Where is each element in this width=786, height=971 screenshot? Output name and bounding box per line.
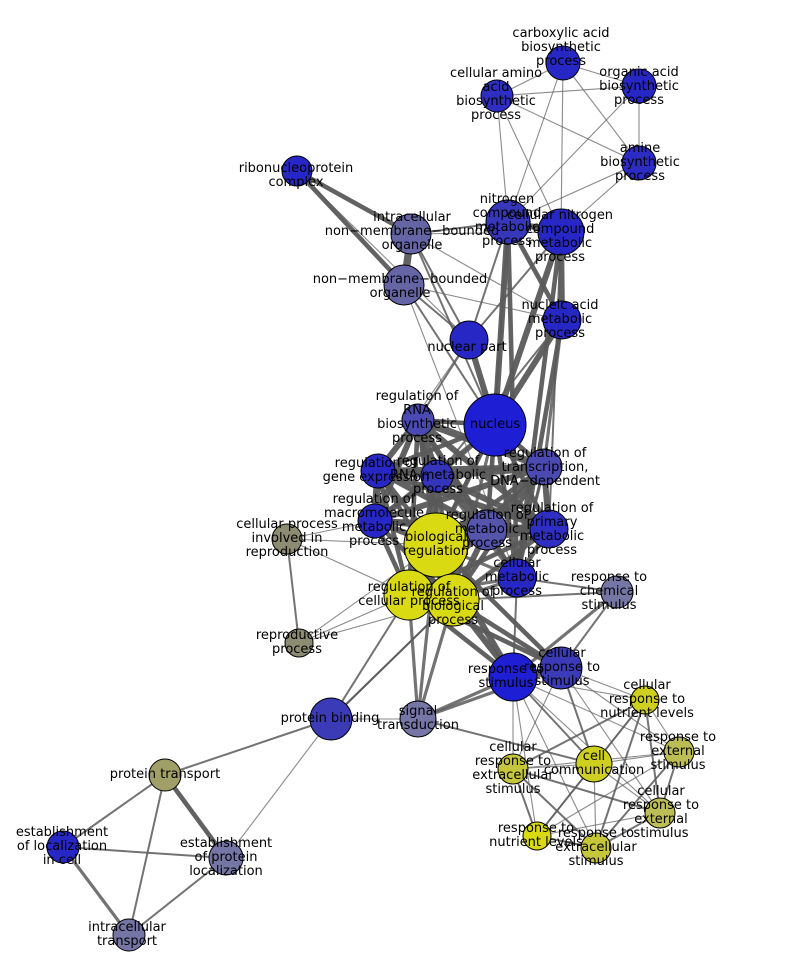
graph-node-nuclear-part[interactable] — [449, 320, 489, 360]
graph-node-regulation-of-primary-metabolic-process[interactable] — [529, 509, 569, 549]
graph-edge — [536, 751, 680, 837]
graph-node-non-membrane-bounded-organelle[interactable] — [383, 264, 425, 306]
graph-node-cell-communication[interactable] — [575, 745, 613, 783]
graph-node-cellular-response-to-stimulus[interactable] — [539, 646, 583, 690]
graph-node-intracellular-non-membrane-bounded-organelle[interactable] — [390, 213, 432, 255]
graph-node-nucleic-acid-metabolic-process[interactable] — [542, 300, 582, 340]
graph-node-cellular-response-to-extracellular-stimulus[interactable] — [497, 753, 529, 785]
graph-edge — [560, 667, 680, 753]
graph-node-nucleus[interactable] — [463, 393, 527, 457]
graph-edge — [61, 845, 131, 937]
graph-edge — [507, 85, 640, 223]
graph-edge — [128, 774, 166, 936]
graph-node-regulation-of-biological-process[interactable] — [426, 573, 480, 627]
graph-node-response-to-chemical-stimulus[interactable] — [600, 575, 634, 609]
graph-edge — [164, 718, 332, 776]
graph-edge — [286, 538, 300, 644]
graph-edge — [375, 468, 552, 532]
graph-edge — [542, 318, 564, 469]
nodes-layer — [46, 45, 695, 952]
graph-node-protein-transport[interactable] — [148, 758, 182, 792]
graph-node-response-to-external-stimulus[interactable] — [663, 736, 695, 768]
graph-node-intracellular-transport[interactable] — [112, 918, 146, 952]
graph-edge — [512, 699, 646, 770]
graph-node-cellular-response-to-external-stimulus[interactable] — [644, 797, 676, 829]
graph-edge — [512, 676, 597, 849]
graph-edge — [417, 718, 595, 765]
graph-node-protein-binding[interactable] — [309, 697, 353, 741]
graph-edge — [410, 233, 563, 321]
graph-node-regulation-of-rna-biosynthetic-process[interactable] — [401, 403, 435, 437]
graph-edge — [512, 768, 661, 814]
graph-edge — [512, 768, 597, 849]
graph-node-nitrogen-compound-metabolic-process[interactable] — [485, 199, 531, 245]
graph-edge — [492, 229, 564, 428]
graph-edge — [294, 168, 414, 237]
graph-edge — [296, 170, 470, 341]
graph-edge — [452, 591, 618, 601]
graph-edge — [496, 95, 562, 233]
graph-node-signal-transduction[interactable] — [399, 700, 437, 738]
edges-layer — [61, 62, 680, 937]
graph-node-reproductive-process[interactable] — [284, 628, 314, 658]
graph-edge — [375, 464, 547, 474]
graph-edge — [560, 62, 564, 233]
graph-edge — [644, 699, 661, 814]
graph-edge — [507, 162, 640, 223]
graph-edge — [62, 774, 166, 848]
graph-edge — [562, 62, 640, 164]
graph-node-biological-regulation[interactable] — [403, 512, 469, 578]
graph-edge — [128, 857, 227, 936]
graph-edge — [410, 231, 562, 235]
graph-node-regulation-of-macromolecule-metabolic-process[interactable] — [357, 503, 393, 539]
graph-node-regulation-of-rna-metabolic-process[interactable] — [420, 459, 454, 493]
graph-node-regulation-of-cellular-process[interactable] — [383, 569, 435, 621]
graph-edge — [294, 168, 407, 288]
graph-node-organic-acid-biosynthetic-process[interactable] — [621, 68, 657, 104]
graph-node-cellular-process-involved-in-reproduction[interactable] — [271, 523, 303, 555]
graph-edge — [512, 676, 538, 837]
graph-edge — [403, 284, 563, 321]
graph-node-carboxylic-acid-biosynthetic-process[interactable] — [545, 45, 581, 81]
graph-edge — [536, 812, 661, 837]
graph-node-cellular-amino-acid-biosynthetic-process[interactable] — [480, 79, 514, 113]
graph-node-amine-biosynthetic-process[interactable] — [621, 145, 657, 181]
graph-edge — [507, 62, 564, 223]
graph-node-regulation-of-metabolic-process[interactable] — [466, 509, 508, 551]
graph-edge — [560, 667, 661, 814]
graph-node-response-to-extracellular-stimulus[interactable] — [580, 832, 612, 864]
graph-node-regulation-of-transcription-dna-dependent[interactable] — [525, 448, 563, 486]
graph-node-ribonucleoprotein-complex[interactable] — [281, 155, 313, 187]
graph-edge — [330, 599, 454, 720]
graph-node-establishment-of-protein-localization[interactable] — [208, 840, 244, 876]
graph-edge — [512, 676, 680, 753]
graph-edge — [62, 846, 227, 859]
graph-edge — [375, 468, 490, 533]
graph-node-establishment-of-localization-in-cell[interactable] — [46, 830, 80, 864]
graph-node-response-to-nutrient-levels[interactable] — [522, 821, 552, 851]
graph-node-cellular-metabolic-process[interactable] — [497, 558, 537, 598]
graph-node-cellular-response-to-nutrient-levels[interactable] — [630, 685, 660, 715]
graph-edge — [496, 85, 640, 97]
graph-node-response-to-stimulus[interactable] — [488, 652, 538, 702]
graph-edge — [496, 95, 640, 164]
graph-edge — [468, 231, 562, 341]
graph-node-cellular-nitrogen-compound-metabolic-process[interactable] — [537, 208, 585, 256]
graph-node-regulation-of-gene-expression[interactable] — [360, 453, 396, 489]
graph-edge — [595, 751, 680, 849]
graph-edge — [225, 718, 332, 859]
